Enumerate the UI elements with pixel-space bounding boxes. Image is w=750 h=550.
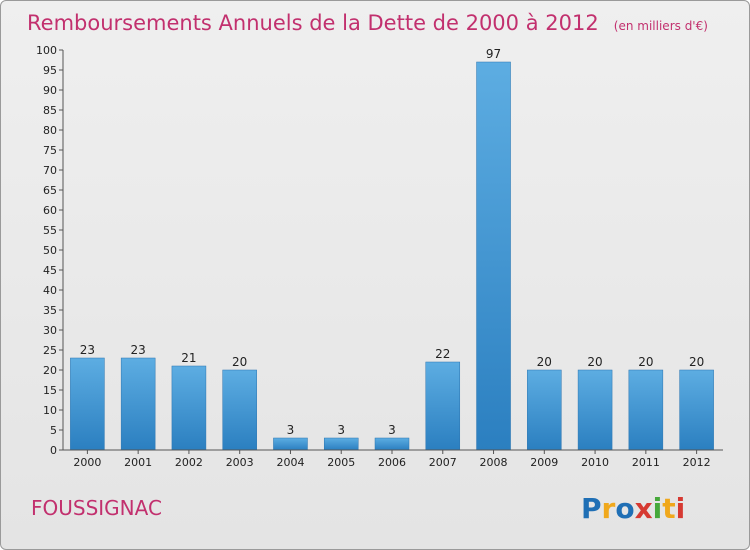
data-label-2011: 20 [638,355,653,369]
bar-2000 [70,357,105,451]
y-tick-label: 25 [43,344,57,357]
data-label-2006: 3 [388,423,396,437]
chart-title-main: Remboursements Annuels de la Dette de 20… [27,11,599,35]
x-tick-label-2007: 2007 [429,456,457,469]
data-label-2005: 3 [337,423,345,437]
y-tick-label: 55 [43,224,57,237]
bar-2002 [171,365,207,451]
data-label-2012: 20 [689,355,704,369]
y-tick-label: 95 [43,64,57,77]
bar-2012 [679,369,714,451]
x-tick-label-2012: 2012 [683,456,711,469]
x-tick-label-2002: 2002 [175,456,203,469]
y-tick-label: 80 [43,124,57,137]
x-tick-label-2004: 2004 [276,456,304,469]
chart-title: Remboursements Annuels de la Dette de 20… [27,11,708,35]
data-label-2002: 21 [181,351,196,365]
y-tick-label: 5 [50,424,57,437]
y-tick-label: 90 [43,84,57,97]
logo-letter: x [635,492,653,525]
bar-2004 [273,437,308,451]
bar-2009 [527,369,562,451]
y-tick-label: 45 [43,264,57,277]
logo-letter: t [662,492,675,525]
bar-2006 [374,437,410,451]
data-label-2004: 3 [287,423,295,437]
logo-letter: o [615,492,634,525]
x-axis: 2000 2001 2002 2003 2004 2005 2006 2007 2008 2009… [63,449,723,469]
data-label-2001: 23 [131,343,146,357]
data-label-2007: 22 [435,347,450,361]
x-tick-label-2010: 2010 [581,456,609,469]
bar-2001 [120,357,156,451]
x-tick-label-2006: 2006 [378,456,406,469]
x-tick-label-2009: 2009 [530,456,558,469]
data-label-2008: 97 [486,47,501,61]
y-tick-label: 0 [50,444,57,457]
logo-letter: P [581,492,602,525]
y-tick-label: 10 [43,404,57,417]
bars: 23 23 21 20 3 3 3 22 97 20 20 20 20 [70,47,714,451]
y-tick-label: 30 [43,324,57,337]
y-tick-label: 70 [43,164,57,177]
y-tick-label: 15 [43,384,57,397]
y-tick-label: 65 [43,184,57,197]
data-label-2009: 20 [537,355,552,369]
y-tick-label: 60 [43,204,57,217]
x-tick-label-2001: 2001 [124,456,152,469]
y-tick-label: 75 [43,144,57,157]
bar-2010 [577,369,613,451]
y-tick-label: 40 [43,284,57,297]
commune-name: FOUSSIGNAC [31,496,162,520]
y-tick-label: 20 [43,364,57,377]
y-tick-label: 35 [43,304,57,317]
x-tick-label-2005: 2005 [327,456,355,469]
bar-2011 [628,369,664,451]
data-label-2010: 20 [587,355,602,369]
logo-letter: i [653,492,663,525]
x-tick-label-2003: 2003 [226,456,254,469]
y-axis: 0 5 10 15 20 25 30 35 40 45 50 55 60 65 70 75 80 85 90 95 10… [36,44,64,457]
x-tick-label-2000: 2000 [73,456,101,469]
bar-2008 [476,61,511,451]
y-tick-label: 100 [36,44,57,57]
logo-letter: i [676,492,686,525]
logo-letter: r [602,492,616,525]
y-tick-label: 50 [43,244,57,257]
proxiti-logo: Proxiti [581,492,685,525]
bar-2007 [425,361,461,451]
x-tick-label-2008: 2008 [480,456,508,469]
bar-2005 [323,437,359,451]
data-label-2003: 20 [232,355,247,369]
bar-2003 [222,369,257,451]
chart-title-unit: (en milliers d'€) [614,19,708,33]
x-tick-label-2011: 2011 [632,456,660,469]
y-tick-label: 85 [43,104,57,117]
data-label-2000: 23 [80,343,95,357]
